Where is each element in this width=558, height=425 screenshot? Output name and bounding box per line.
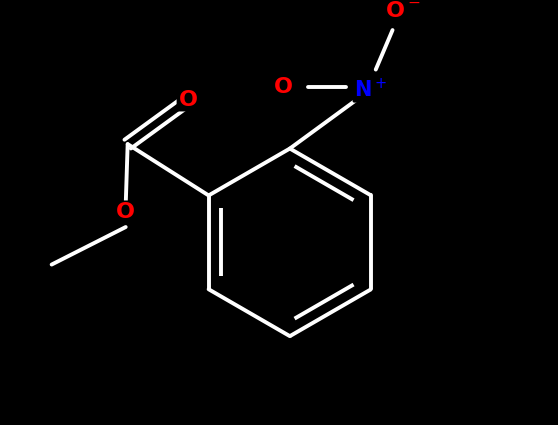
Text: O$^-$: O$^-$ — [384, 1, 420, 21]
Text: O: O — [179, 90, 198, 110]
Text: O: O — [116, 202, 135, 222]
Text: O: O — [273, 77, 292, 97]
Text: N$^+$: N$^+$ — [354, 78, 387, 101]
